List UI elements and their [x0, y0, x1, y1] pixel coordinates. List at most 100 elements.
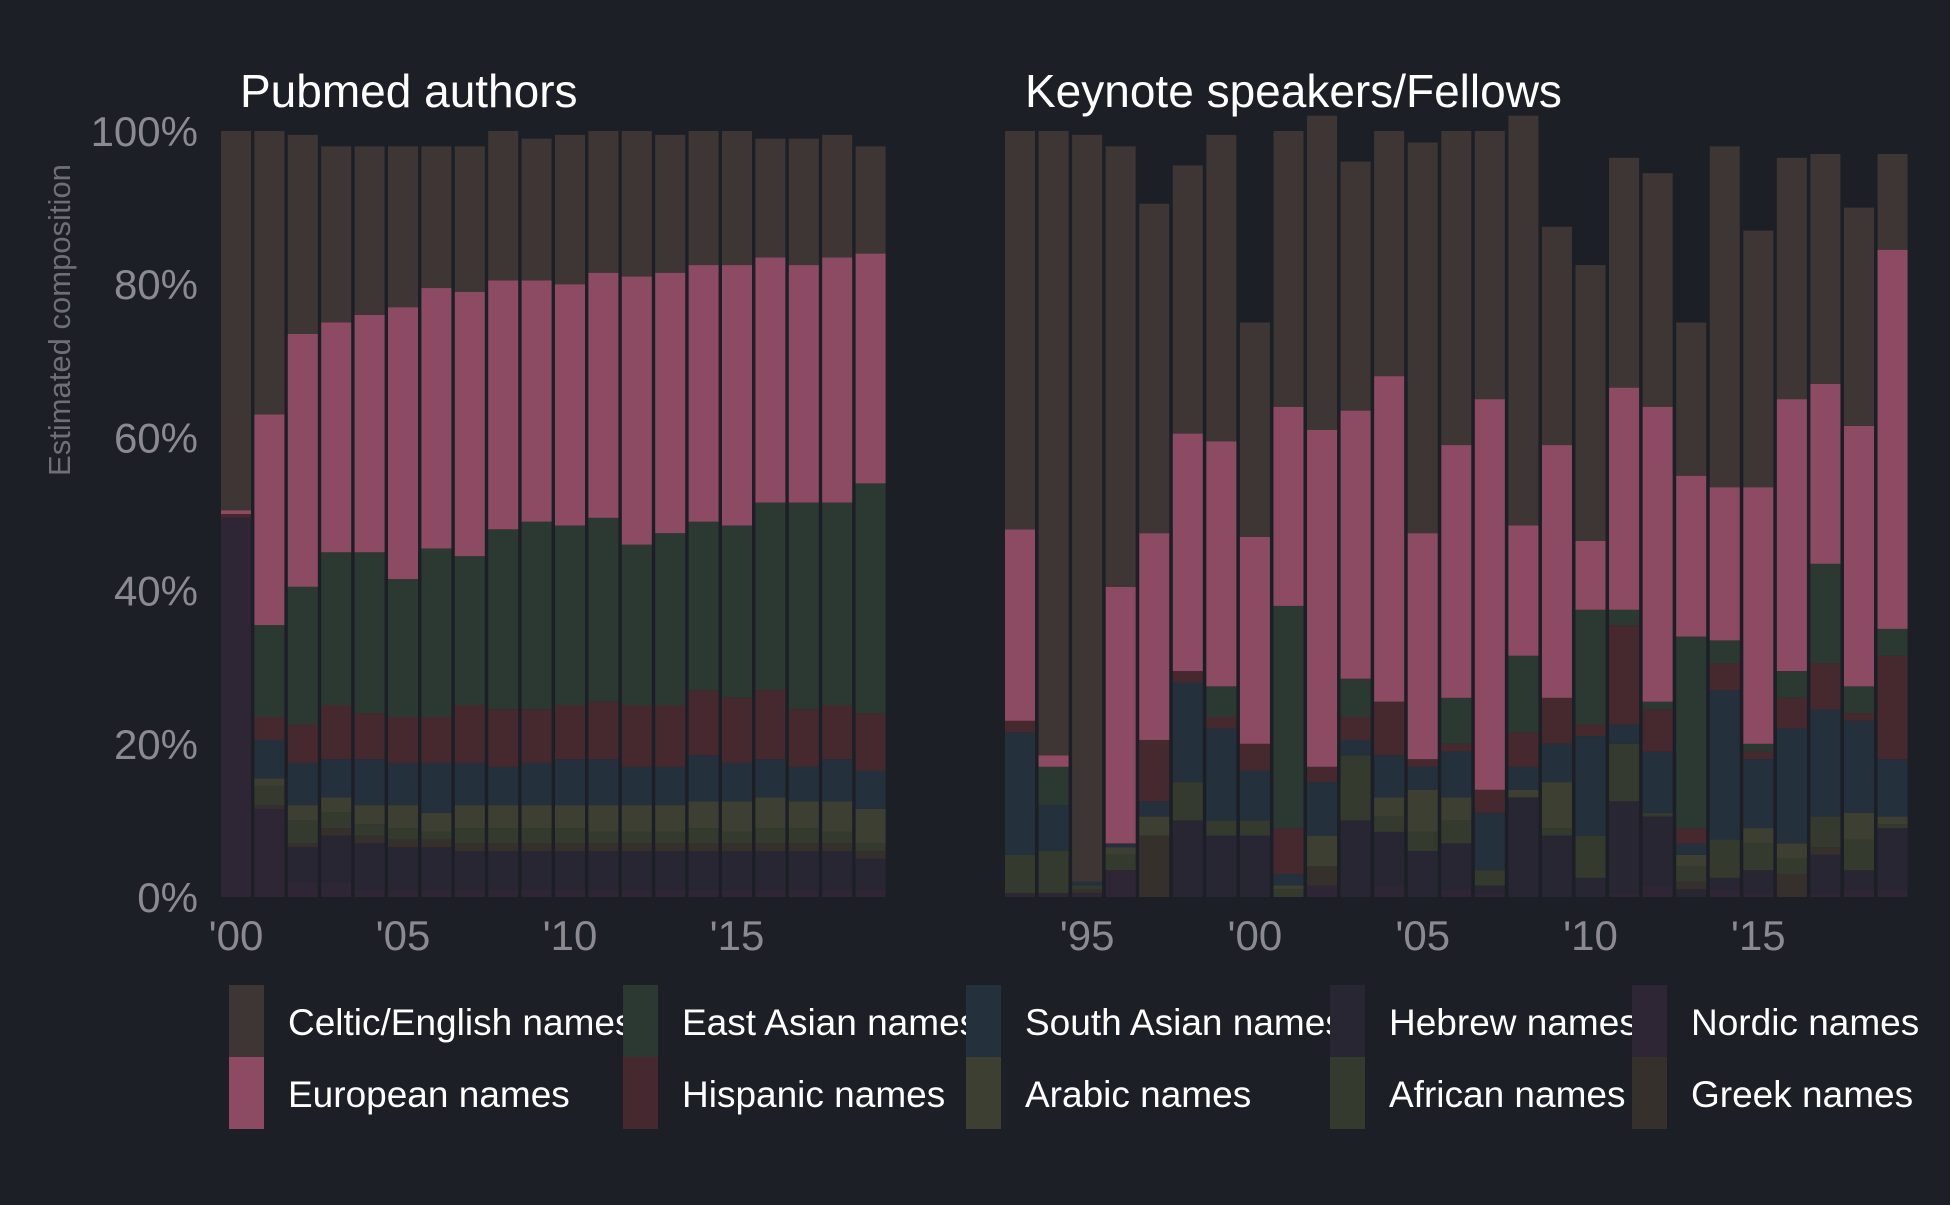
bar-segment-nordic-names [287, 881, 318, 897]
bar-segment-african-names [1810, 816, 1841, 848]
panel-title: Pubmed authors [240, 65, 578, 117]
bar-segment-south-asian-names [1676, 843, 1707, 855]
bar-segment-european-names [388, 307, 418, 580]
bar-segment-east-asian-names [555, 525, 585, 706]
bar-segment-african-names [688, 828, 719, 844]
bar-segment-celtic-english-names [688, 131, 719, 266]
bar-segment-celtic-english-names [287, 134, 318, 334]
bar-segment-east-asian-names [454, 556, 485, 706]
bar-segment-east-asian-names [254, 625, 285, 717]
bar-segment-celtic-english-names [1239, 322, 1270, 537]
legend-item-european-names: European names [229, 1057, 570, 1129]
bar-segment-european-names [588, 272, 619, 518]
bar-segment-european-names [555, 284, 585, 526]
bar-segment-celtic-english-names [1676, 322, 1707, 476]
bar-segment-celtic-english-names [421, 146, 452, 289]
bar-segment-african-names [1374, 816, 1405, 832]
bar-segment-celtic-english-names [1575, 265, 1606, 541]
bar-segment-european-names [1642, 406, 1673, 702]
bar-segment-european-names [1844, 425, 1874, 687]
bar-segment-hispanic-names [1508, 732, 1539, 767]
bar-segment-celtic-english-names [1609, 157, 1640, 388]
bar-segment-celtic-english-names [1307, 115, 1338, 430]
bar-segment-hispanic-names [1776, 697, 1807, 729]
legend-item-south-asian-names: South Asian names [966, 985, 1344, 1057]
bar-segment-celtic-english-names [1776, 157, 1807, 400]
bar-segment-celtic-english-names [1541, 226, 1572, 446]
bar-segment-celtic-english-names [621, 131, 652, 277]
bar-segment-nordic-names [1743, 893, 1774, 897]
bar-segment-african-names [1407, 831, 1438, 852]
bar-segment-european-names [521, 280, 552, 522]
bar-segment-greek-names [388, 839, 418, 848]
bar-segment-greek-names [1810, 847, 1841, 855]
bar-segment-hebrew-names [1676, 889, 1707, 897]
bar-segment-european-names [1307, 429, 1338, 767]
legend-label: Greek names [1691, 1074, 1913, 1115]
bar-segment-hispanic-names [1273, 828, 1304, 875]
bar-segment-african-names [287, 820, 318, 844]
bar-segment-nordic-names [755, 889, 786, 897]
bar-segment-greek-names [788, 843, 819, 852]
legend-swatch [966, 985, 1001, 1057]
bar-segment-nordic-names [621, 889, 652, 897]
bar-segment-hispanic-names [788, 709, 819, 767]
bar-segment-hispanic-names [1005, 720, 1035, 733]
bar-segment-hispanic-names [1642, 709, 1673, 752]
bar-segment-nordic-names [722, 889, 752, 897]
bar-segment-south-asian-names [688, 755, 719, 802]
bar-segment-hebrew-names [621, 851, 652, 890]
bar-segment-hispanic-names [1441, 743, 1472, 752]
bar-segment-arabic-names [655, 805, 686, 832]
bar-segment-african-names [1105, 854, 1136, 871]
bar-segment-nordic-names [688, 889, 719, 897]
bar-segment-south-asian-names [254, 739, 285, 779]
bar-segment-east-asian-names [1877, 628, 1908, 656]
bar-segment-hispanic-names [855, 713, 886, 771]
bar-segment-east-asian-names [1206, 686, 1237, 717]
bar-segment-african-names [1441, 820, 1472, 844]
legend-swatch [229, 1057, 264, 1129]
bar-segment-african-names [1038, 851, 1069, 894]
bar-segment-east-asian-names [1441, 697, 1472, 744]
bar-segment-nordic-names [655, 889, 686, 897]
x-tick-label: '10 [1563, 912, 1618, 959]
bar-segment-hebrew-names [1575, 877, 1606, 897]
bar-segment-hispanic-names [1206, 716, 1237, 729]
bar-segment-greek-names [521, 843, 552, 852]
bar-segment-arabic-names [1776, 843, 1807, 859]
bar-segment-arabic-names [555, 805, 585, 829]
bar-segment-arabic-names [588, 805, 619, 832]
bar-segment-arabic-names [755, 797, 786, 829]
bar-segment-south-asian-names [1642, 751, 1673, 813]
bar-segment-african-names [1709, 839, 1740, 878]
bar-segment-celtic-english-names [855, 146, 886, 254]
bar-segment-greek-names [321, 828, 352, 836]
bar-segment-east-asian-names [354, 552, 385, 714]
bar-segment-hispanic-names [555, 705, 585, 760]
bar-segment-east-asian-names [1844, 686, 1874, 714]
bar-segment-hispanic-names [1877, 655, 1908, 760]
bar-segment-south-asian-names [1508, 766, 1539, 790]
bar-segment-arabic-names [1374, 797, 1405, 817]
bar-segment-east-asian-names [1575, 609, 1606, 725]
bar-segment-hebrew-names [454, 851, 485, 890]
bar-segment-arabic-names [488, 805, 519, 829]
bar-segment-european-names [1676, 475, 1707, 637]
bar-segment-greek-names [1307, 866, 1338, 886]
bar-segment-arabic-names [1273, 885, 1304, 890]
bar-segment-hispanic-names [1172, 671, 1203, 683]
bar-segment-european-names [1810, 383, 1841, 564]
bar-segment-east-asian-names [1676, 636, 1707, 829]
bar-segment-greek-names [454, 843, 485, 852]
bar-segment-hispanic-names [354, 713, 385, 760]
bar-segment-hispanic-names [688, 690, 719, 756]
bar-segment-nordic-names [1810, 893, 1841, 897]
bar-segment-african-names [1340, 755, 1371, 821]
bar-segment-african-names [822, 831, 853, 844]
bar-segment-hebrew-names [287, 847, 318, 882]
bar-segment-celtic-english-names [1340, 161, 1371, 411]
bar-segment-nordic-names [454, 889, 485, 897]
bar-segment-east-asian-names [822, 502, 853, 706]
